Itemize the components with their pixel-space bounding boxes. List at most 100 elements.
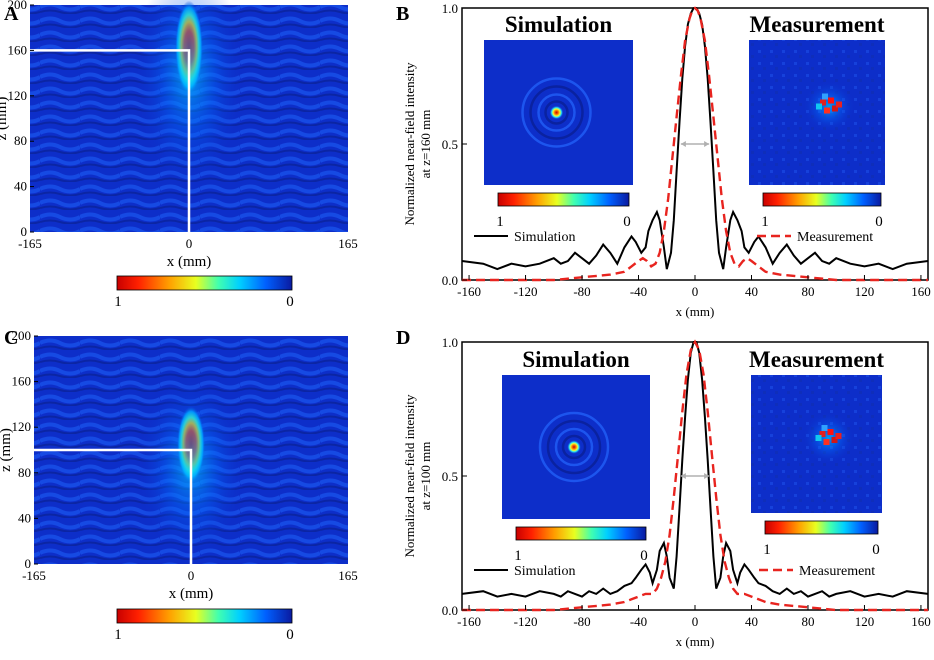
y-tick-label: 160	[12, 374, 32, 389]
inset-simulation: Simulation 1 0	[502, 347, 650, 564]
legend-simulation-label: Simulation	[514, 564, 575, 579]
x-tick-label: 160	[911, 284, 931, 299]
focus-marker-a	[30, 49, 191, 232]
fwhm-arrow	[680, 473, 710, 479]
x-tick-label: -165	[18, 236, 42, 251]
inset-measured-pixel	[827, 429, 834, 435]
inset-measurement: Measurement 1 0	[749, 12, 885, 230]
measurement-line	[462, 6, 928, 282]
colorbar-a-max-label: 0	[286, 294, 294, 310]
x-tick-label: 0	[186, 236, 193, 251]
heatmap-a-xlabel: x (mm)	[167, 254, 212, 270]
inset-title: Simulation	[522, 347, 630, 372]
inset-colorbar	[497, 192, 630, 207]
inset-ring	[546, 419, 602, 475]
y-axis-label-line2: at z=160 mm	[418, 110, 433, 179]
x-tick-label: 160	[911, 614, 931, 629]
inset-measured-pixel	[824, 107, 830, 114]
y-tick-label: 0.0	[442, 603, 458, 618]
x-tick-label: 165	[338, 236, 358, 251]
y-tick-label: 160	[8, 42, 28, 57]
y-axis-label-line1: Normalized near-field intensity	[402, 394, 417, 557]
inset-focal-spot	[549, 105, 564, 120]
y-tick-label: 40	[14, 179, 27, 194]
inset-title: Measurement	[750, 12, 885, 37]
x-axis-label: x (mm)	[676, 304, 715, 319]
x-tick-label: -120	[514, 284, 538, 299]
y-tick-label: 1.0	[442, 1, 458, 16]
x-tick-label: -40	[630, 614, 647, 629]
x-axis-label: x (mm)	[676, 634, 715, 649]
inset-ring	[537, 93, 576, 132]
inset-ring	[538, 411, 610, 483]
y-tick-label: 200	[12, 328, 32, 343]
panel-label-d: D	[396, 327, 410, 349]
fwhm-arrow	[680, 141, 710, 147]
inset-colorbar-max-label: 0	[875, 214, 883, 230]
inset-measured-pixel	[828, 97, 834, 104]
x-tick-label: -40	[630, 284, 647, 299]
x-tick-label: 120	[855, 284, 875, 299]
x-tick-label: 80	[801, 284, 814, 299]
measurement-line	[462, 339, 928, 612]
heatmap-c-ylabel: z (mm)	[0, 428, 14, 472]
y-tick-label: 120	[12, 419, 32, 434]
inset-ring	[554, 427, 594, 467]
heatmap-a-ylabel: z (mm)	[0, 97, 10, 141]
x-tick-label: 0	[692, 284, 699, 299]
inset-measured-pixel	[832, 105, 838, 112]
legend: Simulation Measurement	[474, 564, 875, 579]
inset-colorbar-min-label: 1	[763, 542, 771, 558]
x-tick-label: 0	[692, 614, 699, 629]
inset-measurement: Measurement 1 0	[749, 347, 884, 558]
x-tick-label: 40	[745, 284, 758, 299]
inset-measured-pixel	[815, 435, 822, 441]
inset-halo	[803, 80, 855, 133]
y-tick-label: 120	[8, 88, 28, 103]
x-tick-label: 165	[338, 568, 358, 583]
x-tick-label: -80	[573, 614, 590, 629]
inset-colorbar	[764, 520, 879, 535]
inset-colorbar	[762, 192, 882, 207]
x-tick-label: -160	[457, 614, 481, 629]
x-tick-label: 120	[855, 614, 875, 629]
colorbar-a: 1 0	[114, 275, 294, 310]
y-tick-label: 80	[18, 465, 31, 480]
legend: Simulation Measurement	[474, 230, 873, 245]
legend-simulation-label: Simulation	[514, 230, 575, 245]
inset-ring	[561, 434, 587, 460]
inset-measured-pixel	[823, 439, 830, 445]
colorbar-a-min-label: 1	[114, 294, 122, 310]
y-tick-label: 200	[8, 0, 28, 12]
legend-measurement-label: Measurement	[799, 564, 875, 579]
y-tick-label: 80	[14, 133, 27, 148]
inset-halo	[802, 412, 855, 464]
y-tick-label: 40	[18, 510, 31, 525]
inset-measured-pixel	[821, 425, 828, 431]
inset-colorbar-max-label: 0	[623, 214, 631, 230]
x-tick-label: -80	[573, 284, 590, 299]
inset-measured-pixel	[822, 93, 828, 100]
inset-measured-pixel	[835, 433, 842, 439]
inset-focal-spot	[567, 440, 581, 454]
inset-measured-pixel	[816, 103, 822, 110]
inset-colorbar-min-label: 1	[761, 214, 769, 230]
x-tick-label: 40	[745, 614, 758, 629]
inset-colorbar	[515, 526, 647, 541]
inset-title: Measurement	[749, 347, 884, 372]
y-axis-label-line1: Normalized near-field intensity	[402, 62, 417, 225]
y-axis-label-line2: at z=100 mm	[418, 442, 433, 511]
inset-measured-pixel	[831, 437, 838, 443]
inset-simulation: Simulation 1 0	[484, 12, 633, 230]
focus-marker-c	[34, 448, 193, 564]
x-tick-label: 80	[801, 614, 814, 629]
